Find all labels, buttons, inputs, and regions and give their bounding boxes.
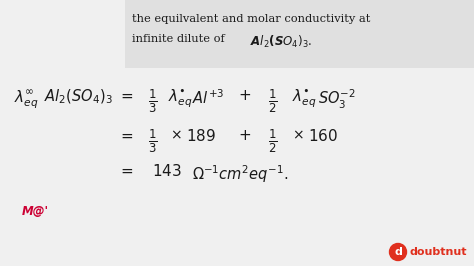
Text: $160$: $160$ — [308, 128, 338, 144]
Text: $Al_2(SO_4)_3$: $Al_2(SO_4)_3$ — [44, 88, 113, 106]
Text: $\lambda_{eq}^{\bullet}$: $\lambda_{eq}^{\bullet}$ — [292, 88, 317, 110]
Text: $=$: $=$ — [118, 88, 134, 103]
Text: $\lambda_{eq}^{\bullet}$: $\lambda_{eq}^{\bullet}$ — [168, 88, 192, 110]
Text: M@': M@' — [22, 205, 49, 218]
Text: doubtnut: doubtnut — [410, 247, 467, 257]
FancyBboxPatch shape — [125, 0, 474, 68]
Text: $+$: $+$ — [238, 128, 251, 143]
Text: $+$: $+$ — [238, 88, 251, 103]
Text: $\times$: $\times$ — [170, 128, 182, 142]
Text: d: d — [394, 247, 402, 257]
Text: the equilvalent and molar conductivity at: the equilvalent and molar conductivity a… — [132, 14, 370, 24]
Text: $\frac{1}{2}$: $\frac{1}{2}$ — [268, 128, 277, 155]
Text: $189$: $189$ — [186, 128, 216, 144]
Text: $\boldsymbol{Al_2(SO_4)_3}$.: $\boldsymbol{Al_2(SO_4)_3}$. — [250, 34, 312, 50]
Circle shape — [390, 243, 407, 260]
Text: $Al^{+3}$: $Al^{+3}$ — [192, 88, 224, 107]
Text: $=$: $=$ — [118, 163, 134, 178]
Text: $\Omega^{-1}cm^{2}eq^{-1}.$: $\Omega^{-1}cm^{2}eq^{-1}.$ — [192, 163, 289, 185]
Text: $\frac{1}{3}$: $\frac{1}{3}$ — [148, 128, 157, 155]
Text: $\frac{1}{3}$: $\frac{1}{3}$ — [148, 88, 157, 115]
Text: infinite dilute of: infinite dilute of — [132, 34, 228, 44]
Text: $\times$: $\times$ — [292, 128, 304, 142]
Text: $\frac{1}{2}$: $\frac{1}{2}$ — [268, 88, 277, 115]
Text: $SO_3^{-2}$: $SO_3^{-2}$ — [318, 88, 356, 111]
Text: $=$: $=$ — [118, 128, 134, 143]
Text: $143$: $143$ — [152, 163, 182, 179]
Text: $\lambda_{eq}^{\infty}$: $\lambda_{eq}^{\infty}$ — [14, 88, 38, 111]
